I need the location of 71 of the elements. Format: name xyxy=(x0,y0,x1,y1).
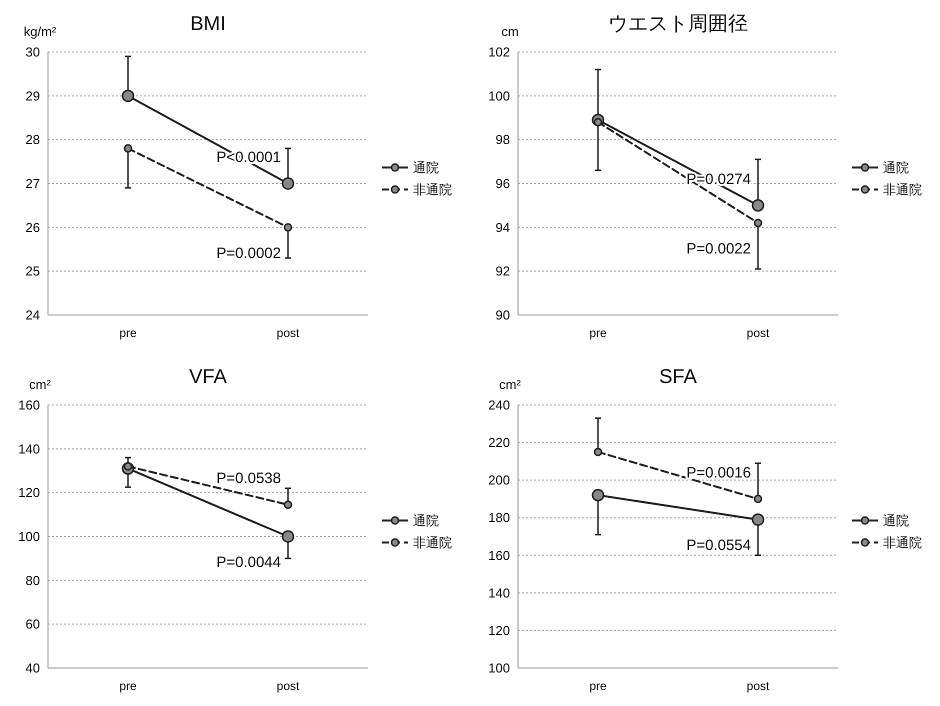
x-tick-label: pre xyxy=(119,679,137,693)
point xyxy=(754,218,762,228)
y-tick-label: 60 xyxy=(26,616,40,632)
y-tick-label: 100 xyxy=(488,660,510,676)
x-tick-label: pre xyxy=(589,326,607,340)
point xyxy=(592,488,604,502)
y-tick-label: 98 xyxy=(496,132,510,148)
legend-label: 通院 xyxy=(413,513,439,528)
y-tick-label: 27 xyxy=(26,176,40,191)
point xyxy=(282,530,294,543)
point xyxy=(122,90,134,102)
y-axis-title: cm² xyxy=(499,377,522,392)
annotation: P=0.0538 xyxy=(216,470,281,488)
legend-label: 非通院 xyxy=(883,182,922,197)
y-tick-label: 24 xyxy=(26,308,40,322)
legend-label: 通院 xyxy=(413,160,439,175)
point xyxy=(124,144,132,153)
y-tick-label: 100 xyxy=(488,88,510,104)
x-tick-label: post xyxy=(276,326,300,340)
y-tick-label: 120 xyxy=(18,485,40,500)
point xyxy=(752,513,764,526)
annotation: P=0.0002 xyxy=(216,244,281,262)
y-tick-label: 160 xyxy=(18,398,40,412)
annotation: P=0.0554 xyxy=(686,537,751,554)
annotation: P=0.0044 xyxy=(216,554,281,571)
y-axis-title: cm xyxy=(501,24,519,39)
x-tick-label: pre xyxy=(589,679,607,693)
legend-label: 通院 xyxy=(883,513,909,528)
y-tick-label: 94 xyxy=(496,220,510,235)
point xyxy=(754,494,762,504)
y-tick-label: 240 xyxy=(488,398,510,412)
y-tick-label: 80 xyxy=(26,572,40,588)
y-tick-label: 160 xyxy=(488,548,510,563)
y-tick-label: 200 xyxy=(488,472,510,488)
y-tick-label: 25 xyxy=(26,264,40,279)
y-tick-label: 96 xyxy=(496,176,510,191)
y-tick-label: 100 xyxy=(18,529,40,544)
y-tick-label: 140 xyxy=(488,585,510,600)
y-tick-label: 102 xyxy=(488,44,510,60)
chart-title: VFA xyxy=(189,366,228,388)
y-tick-label: 120 xyxy=(488,622,510,638)
x-tick-label: post xyxy=(746,326,770,340)
y-tick-label: 26 xyxy=(26,220,40,235)
point xyxy=(594,448,602,456)
y-tick-label: 180 xyxy=(488,510,510,526)
x-tick-label: post xyxy=(276,679,300,693)
y-tick-label: 40 xyxy=(26,660,40,676)
y-axis-title: cm² xyxy=(29,377,52,392)
y-axis-title: kg/m² xyxy=(24,24,57,39)
x-tick-label: post xyxy=(746,679,770,693)
legend-label: 通院 xyxy=(883,160,909,175)
legend-label: 非通院 xyxy=(413,535,452,550)
y-tick-label: 29 xyxy=(26,88,40,104)
chart-title: BMI xyxy=(190,13,226,35)
legend-label: 非通院 xyxy=(413,182,452,197)
y-tick-label: 30 xyxy=(26,44,40,60)
y-tick-label: 90 xyxy=(496,308,510,322)
point xyxy=(282,177,294,190)
point xyxy=(752,199,764,212)
point xyxy=(284,223,292,232)
annotation: P=0.0022 xyxy=(686,240,751,258)
annotation: P=0.0016 xyxy=(686,464,751,482)
point xyxy=(284,500,292,509)
y-tick-label: 28 xyxy=(26,132,40,148)
chart-title: SFA xyxy=(659,366,698,388)
y-tick-label: 220 xyxy=(488,435,510,450)
y-tick-label: 140 xyxy=(18,441,40,456)
chart-title: ウエスト周囲径 xyxy=(608,13,748,35)
y-tick-label: 92 xyxy=(496,264,510,279)
x-tick-label: pre xyxy=(119,326,137,340)
legend-label: 非通院 xyxy=(883,535,922,550)
